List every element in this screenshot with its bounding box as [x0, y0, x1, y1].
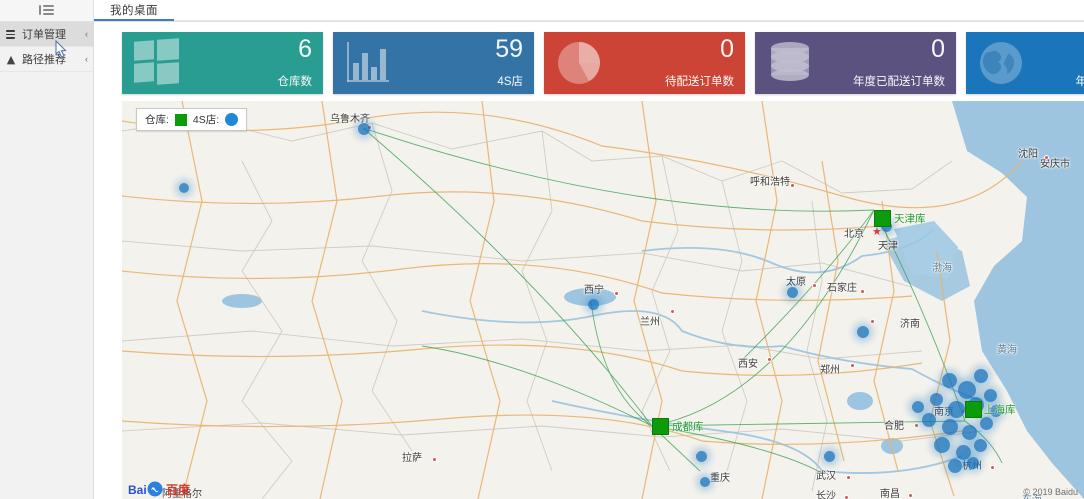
- store-point[interactable]: [958, 381, 976, 399]
- stat-label: 待配送订单数: [665, 76, 734, 88]
- store-point[interactable]: [956, 445, 971, 460]
- svg-text:Bai: Bai: [128, 483, 147, 497]
- list-icon: [4, 27, 18, 41]
- warehouse-label: 成都库: [672, 421, 704, 433]
- pie-chart-icon: [556, 40, 602, 86]
- route-icon: ▲: [6, 52, 16, 66]
- city-marker: [846, 475, 851, 480]
- city-marker: [908, 493, 913, 498]
- top-bar: 我的桌面: [0, 0, 1084, 22]
- store-point[interactable]: [948, 401, 965, 418]
- store-point[interactable]: [942, 373, 957, 388]
- globe-icon: [978, 40, 1024, 86]
- city-marker: [670, 309, 675, 314]
- stat-value: 6: [298, 35, 312, 63]
- store-point[interactable]: [857, 326, 869, 338]
- store-point[interactable]: [980, 417, 993, 430]
- store-point[interactable]: [588, 299, 599, 310]
- city-marker: [860, 289, 865, 294]
- tab-strip: 我的桌面: [94, 0, 1084, 21]
- stat-card-yearly-delivered-orders[interactable]: 0 年度已配送订单数: [755, 32, 956, 94]
- store-point[interactable]: [696, 451, 707, 462]
- store-point[interactable]: [358, 123, 370, 135]
- collapse-menu-icon[interactable]: [39, 4, 54, 17]
- city-marker: [914, 423, 919, 428]
- stat-label: 4S店: [497, 76, 523, 88]
- store-point[interactable]: [930, 393, 943, 406]
- city-marker: [767, 357, 772, 362]
- sidebar-item-label: 订单管理: [22, 29, 66, 41]
- warehouse-marker-chengdu[interactable]: [652, 418, 669, 435]
- map-copyright: © 2019 Baidu: [1023, 487, 1078, 497]
- sidebar-toggle-area[interactable]: [0, 0, 94, 21]
- store-point[interactable]: [700, 477, 710, 487]
- warehouse-marker-shanghai[interactable]: [965, 401, 982, 418]
- legend-store-label: 4S店:: [192, 114, 220, 126]
- sidebar: 订单管理 ‹ ▲ 路径推荐 ‹: [0, 22, 94, 499]
- capital-star-icon: ★: [872, 226, 882, 238]
- warehouse-label: 天津库: [894, 213, 926, 225]
- legend-warehouse-swatch: [174, 113, 187, 126]
- sidebar-item-route-recommendation[interactable]: ▲ 路径推荐 ‹: [0, 47, 93, 72]
- stat-card-warehouse-count[interactable]: 6 仓库数: [122, 32, 323, 94]
- main-content: 6 仓库数 59 4S店 0 待配送订单数: [95, 22, 1084, 499]
- map-legend: 仓库: 4S店:: [136, 108, 248, 131]
- store-point[interactable]: [948, 459, 962, 473]
- stat-label: 年度已配送金额: [1075, 76, 1084, 88]
- stat-card-4s-stores[interactable]: 59 4S店: [333, 32, 534, 94]
- tab-my-desktop[interactable]: 我的桌面: [94, 0, 174, 21]
- windows-logo-icon: [134, 38, 180, 86]
- sidebar-item-order-management[interactable]: 订单管理 ‹: [0, 22, 93, 47]
- store-point[interactable]: [179, 183, 189, 193]
- city-marker: [990, 465, 995, 470]
- city-marker: [790, 183, 795, 188]
- sidebar-item-label: 路径推荐: [22, 54, 66, 66]
- warehouse-label: 上海库: [984, 404, 1016, 416]
- city-marker: [870, 319, 875, 324]
- city-marker: [432, 457, 437, 462]
- stat-value: 0: [720, 35, 734, 63]
- store-point[interactable]: [934, 437, 950, 453]
- bar-chart-icon: [345, 40, 391, 86]
- city-marker: [812, 283, 817, 288]
- store-point[interactable]: [974, 369, 988, 383]
- city-marker: [614, 291, 619, 296]
- stat-card-yearly-delivered-amount[interactable]: 年度已配送金额: [966, 32, 1084, 94]
- city-marker: [850, 363, 855, 368]
- city-marker: [844, 495, 849, 499]
- legend-warehouse-label: 仓库:: [145, 114, 169, 126]
- chevron-left-icon[interactable]: ‹: [85, 54, 88, 64]
- store-point[interactable]: [984, 389, 997, 402]
- store-point[interactable]: [824, 451, 835, 462]
- store-point[interactable]: [962, 425, 977, 440]
- database-icon: [767, 40, 813, 86]
- stat-value: 0: [931, 35, 945, 63]
- svg-text:百度: 百度: [166, 482, 190, 497]
- china-logistics-map[interactable]: 仓库: 4S店: 天津库: [122, 101, 1084, 499]
- stat-label: 仓库数: [277, 76, 313, 88]
- city-marker: [1044, 155, 1049, 160]
- store-point[interactable]: [922, 413, 936, 427]
- baidu-map-attribution[interactable]: Bai 百度: [128, 481, 190, 497]
- store-point[interactable]: [787, 287, 798, 298]
- warehouse-marker-tianjin[interactable]: [874, 210, 891, 227]
- store-point[interactable]: [912, 401, 924, 413]
- stat-card-pending-orders[interactable]: 0 待配送订单数: [544, 32, 745, 94]
- store-point[interactable]: [990, 405, 1002, 417]
- chevron-left-icon[interactable]: ‹: [85, 29, 88, 39]
- map-canvas: [122, 101, 1084, 499]
- stat-value: 59: [495, 35, 523, 63]
- tab-strip-filler: [174, 0, 1084, 21]
- stat-label: 年度已配送订单数: [853, 76, 945, 88]
- store-point[interactable]: [967, 457, 979, 469]
- legend-store-swatch: [225, 113, 239, 126]
- store-point[interactable]: [974, 439, 987, 452]
- stat-cards: 6 仓库数 59 4S店 0 待配送订单数: [122, 32, 1084, 94]
- store-point[interactable]: [942, 419, 958, 435]
